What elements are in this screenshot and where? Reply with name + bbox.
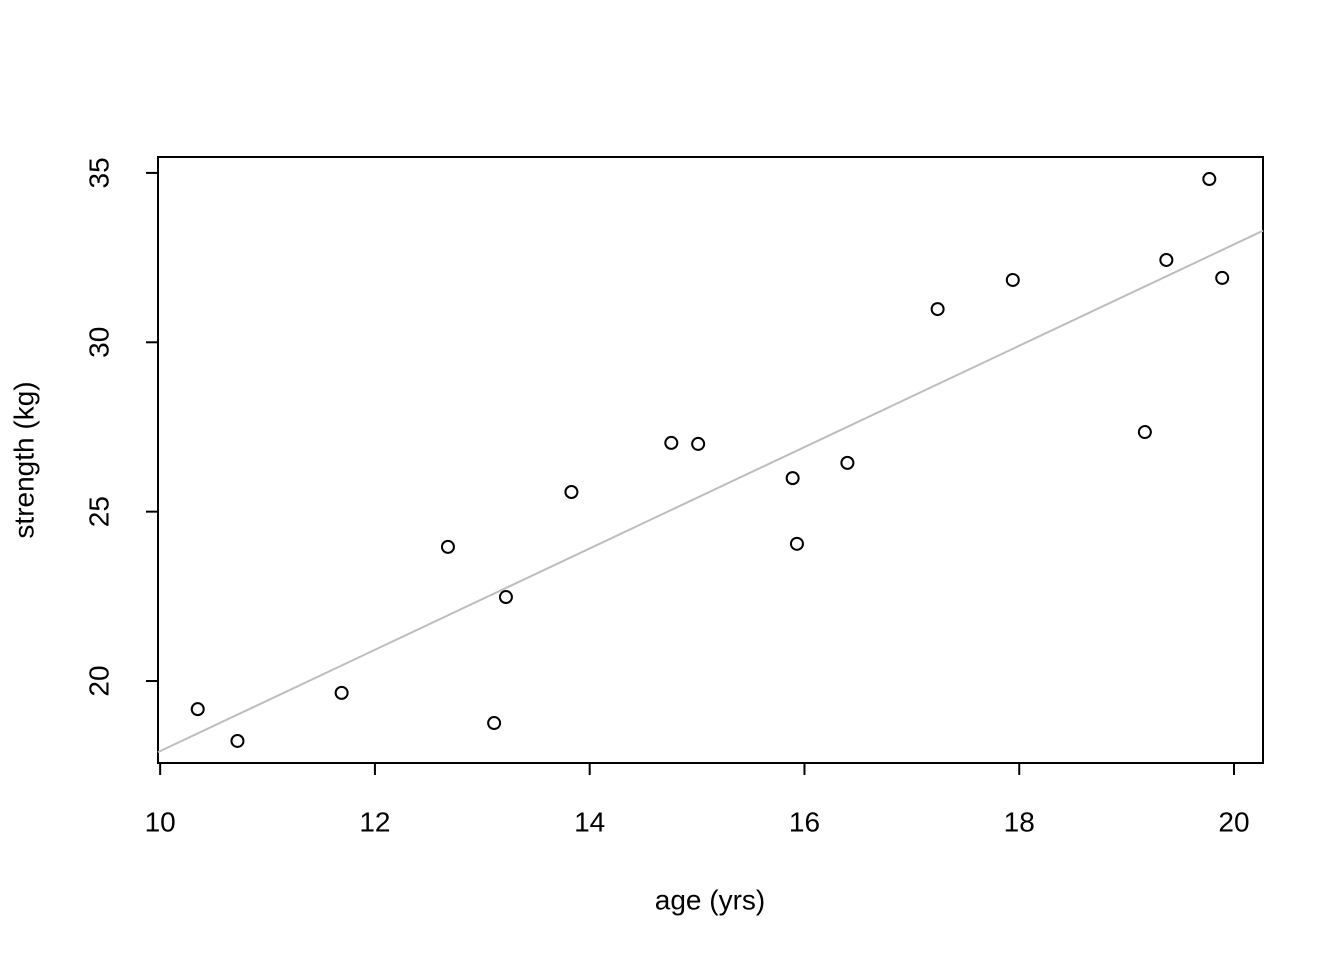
point [1202,172,1217,187]
y-tick-label: 25 [83,496,114,527]
point [789,536,804,551]
point [1005,272,1020,287]
y-tick-label: 30 [83,327,114,358]
x-tick-label: 14 [574,806,605,837]
y-tick-label: 20 [83,665,114,696]
y-tick-label: 35 [83,157,114,188]
x-tick-label: 12 [359,806,390,837]
fit-line [157,229,1264,754]
point [190,702,205,717]
x-tick-label: 20 [1218,806,1249,837]
point [930,302,945,317]
point [1137,425,1152,440]
x-tick-label: 16 [789,806,820,837]
x-tick-label: 10 [145,806,176,837]
plot-box [157,156,1264,764]
point [785,471,800,486]
point [498,590,513,605]
point [230,733,245,748]
point [334,685,349,700]
x-tick-label: 18 [1004,806,1035,837]
point [664,435,679,450]
y-axis-label: strength (kg) [8,381,39,538]
point [1159,252,1174,267]
point [564,485,579,500]
point [1215,270,1230,285]
point [691,436,706,451]
point [487,716,502,731]
point [840,455,855,470]
x-axis-label: age (yrs) [655,884,765,915]
point [440,539,455,554]
